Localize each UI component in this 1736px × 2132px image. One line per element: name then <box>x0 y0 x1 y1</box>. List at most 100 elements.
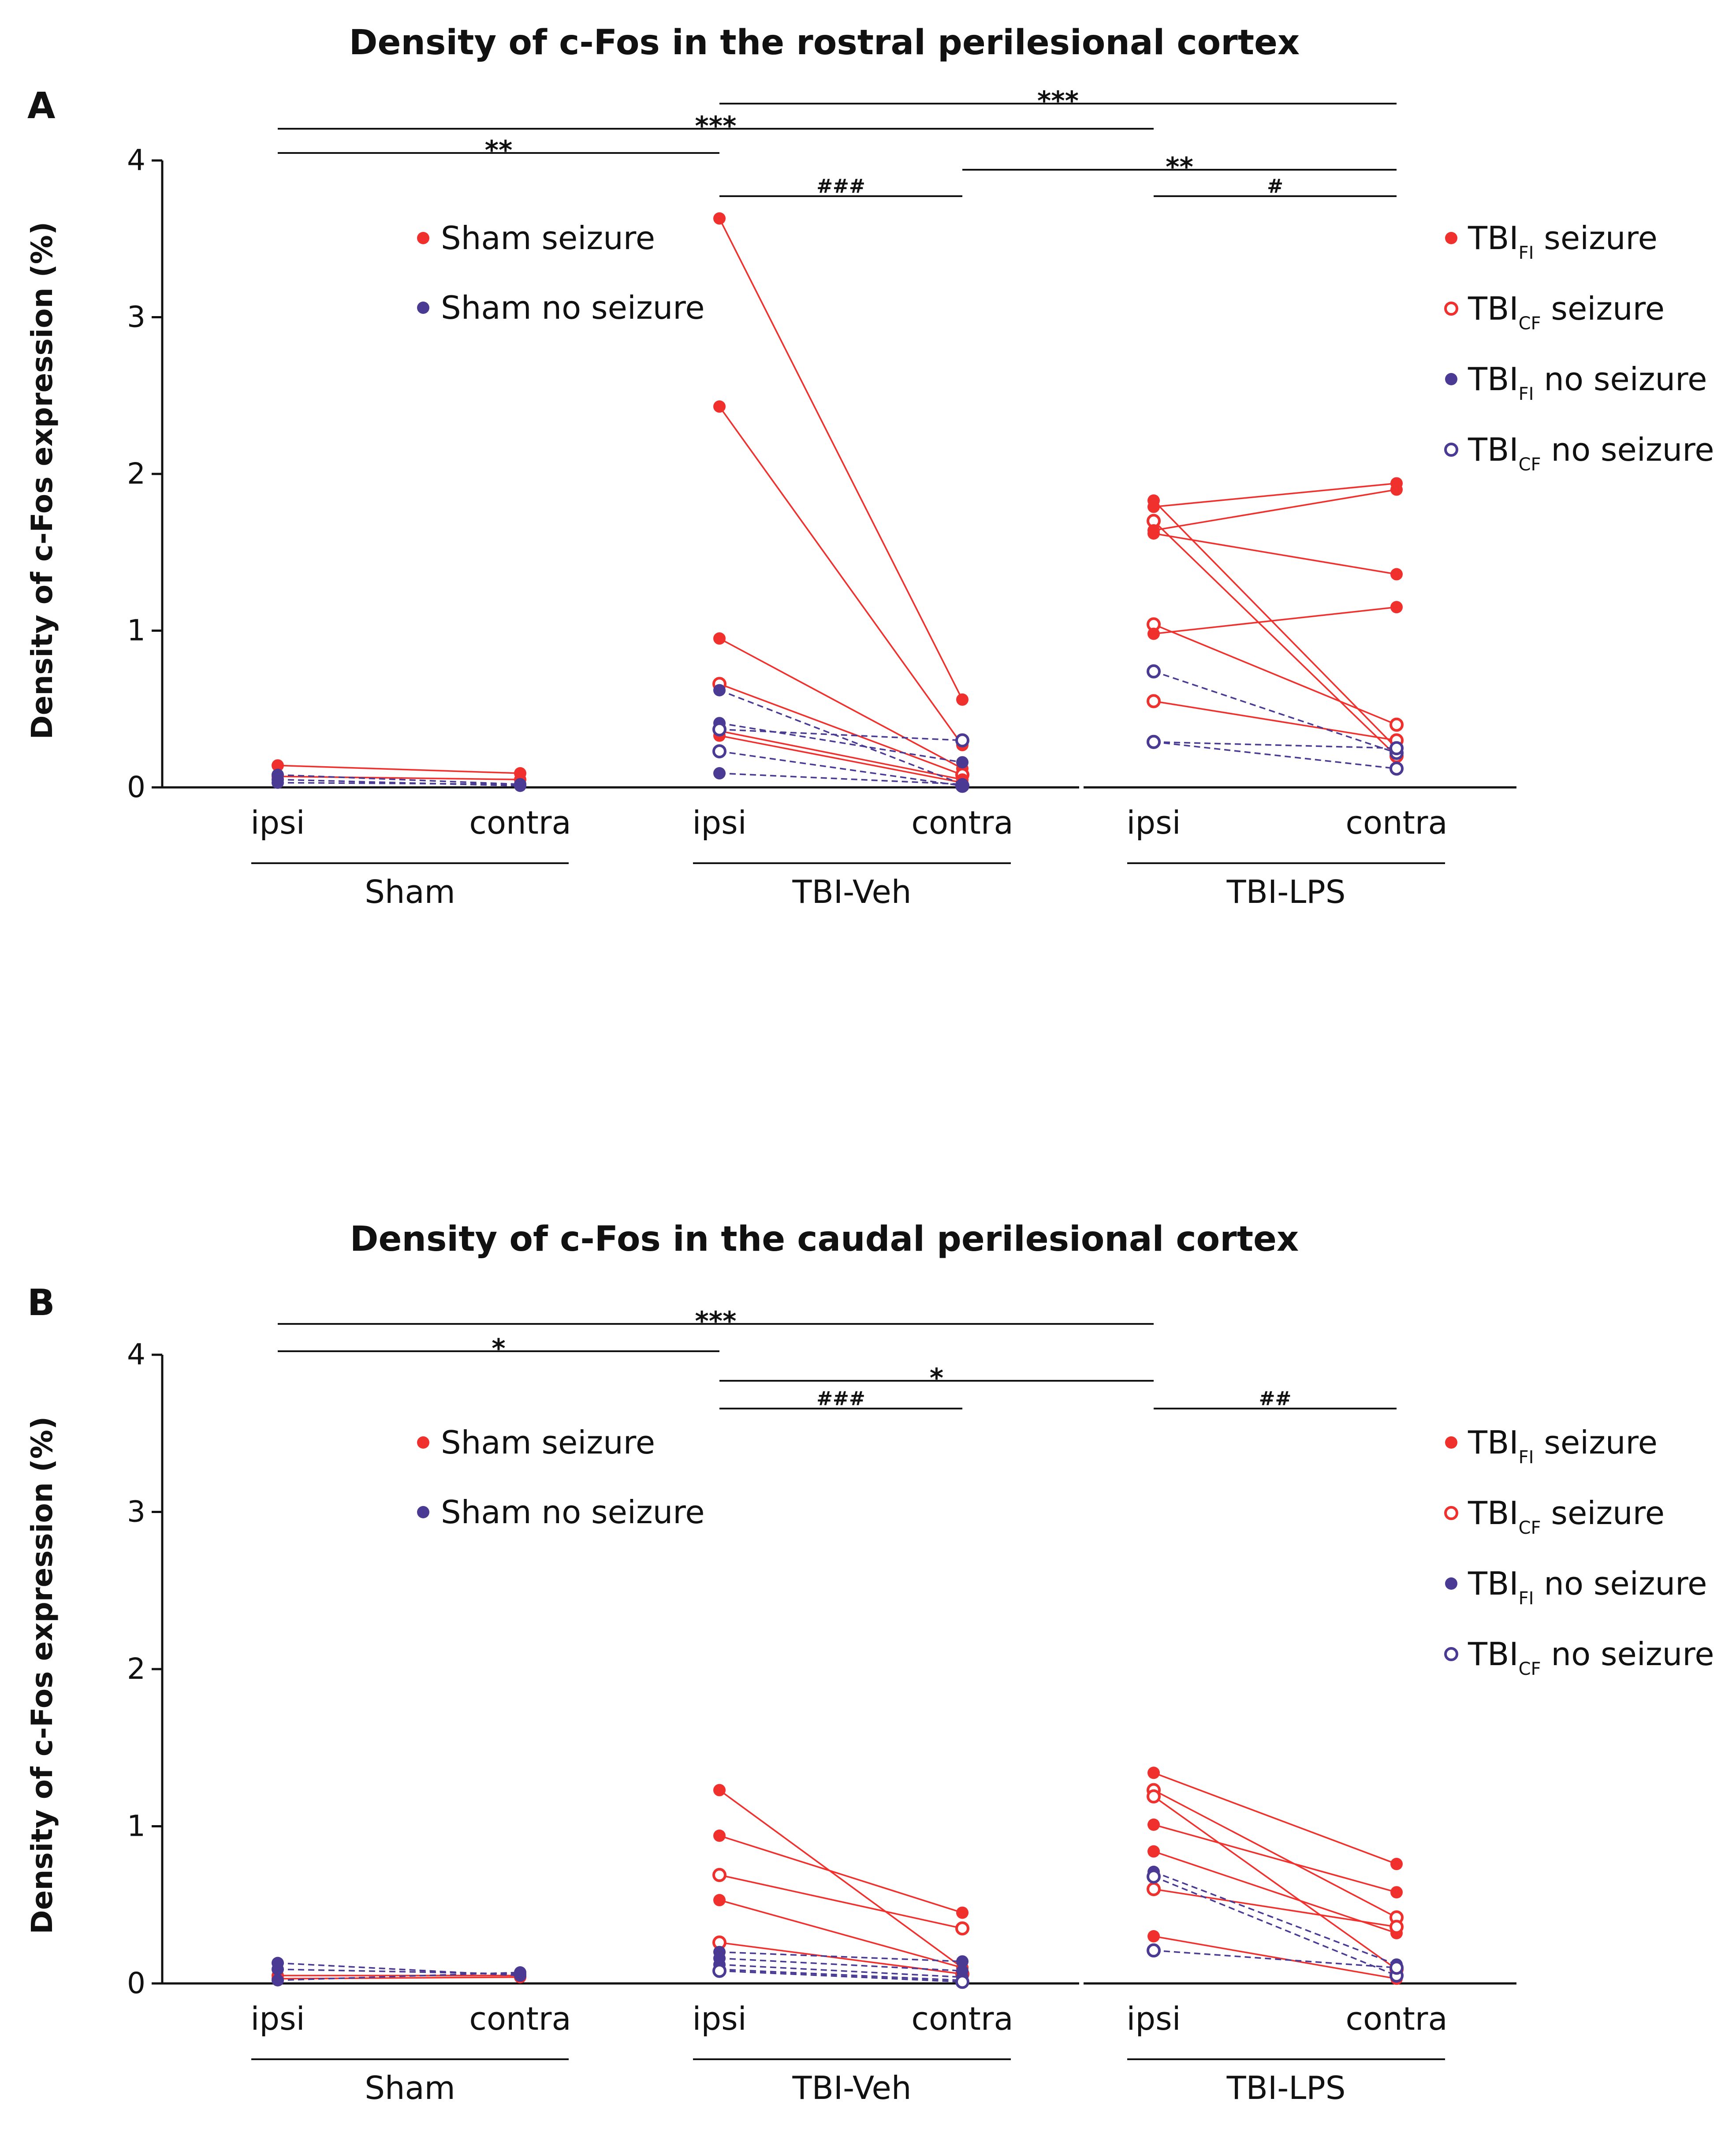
panel-a-series-line <box>719 218 963 700</box>
panel-b-series-line <box>1153 1796 1397 1970</box>
panel-b-data-point <box>1147 1943 1161 1958</box>
panel-b-series-line <box>1153 1875 1397 1976</box>
panel-a-group-label: Sham <box>365 873 455 910</box>
panel-a-plot: 0 1 2 3 4 ipsi contra Sham ipsi contra TBI-Veh ipsi… <box>127 86 1714 910</box>
panel-a-legend-label: TBIFI no seizure <box>1468 361 1707 404</box>
panel-a-data-point <box>272 759 284 772</box>
panel-a-series-line <box>719 734 963 784</box>
panel-b-series-line <box>277 1976 521 1980</box>
panel-a-data-point <box>1147 500 1160 513</box>
panel-a-data-point <box>1147 664 1161 678</box>
panel-a-series-line <box>1153 623 1397 726</box>
panel-b-legend-label: TBICF seizure <box>1468 1495 1665 1538</box>
panel-a-sig-label: ** <box>485 135 513 166</box>
panel-a-data-point <box>713 767 726 780</box>
panel-b-series-line <box>719 1789 963 1968</box>
panel-a-sig-label: # <box>1267 175 1283 198</box>
panel-a-series-line <box>1153 606 1397 635</box>
panel-b-series-line <box>719 1970 963 1983</box>
panel-a-sig-label: *** <box>695 111 736 142</box>
panel-a-data-point <box>1147 627 1160 640</box>
panel-a-group-label: TBI-LPS <box>1226 873 1346 910</box>
panel-b-series-line <box>277 1972 521 1981</box>
panel-b-data-point <box>955 1921 969 1936</box>
panel-a-legend-marker <box>417 232 429 244</box>
panel-b-group-label: TBI-Veh <box>792 2069 912 2106</box>
panel-b-data-point <box>1147 1818 1160 1831</box>
panel-b-group-label: TBI-LPS <box>1226 2069 1346 2106</box>
panel-b-sig-label: * <box>930 1363 943 1394</box>
panel-b-series-line <box>719 1899 963 1969</box>
panel-b-xtick-label-ipsi: ipsi <box>1126 2000 1181 2037</box>
panel-b-series-line <box>1153 1789 1397 1918</box>
panel-a-series-line <box>719 406 963 746</box>
panel-b-ytick-label: 2 <box>127 1652 145 1686</box>
panel-a-data-point <box>713 632 726 645</box>
panel-a-legend-label: Sham no seizure <box>441 289 705 326</box>
panel-b-data-point <box>1147 1930 1160 1943</box>
panel-a-series-line <box>1153 488 1397 531</box>
panel-b-sig-label: ## <box>1259 1387 1292 1410</box>
panel-b-data-point <box>712 1964 726 1978</box>
panel-a-xtick-label-ipsi: ipsi <box>250 804 305 841</box>
panel-a-series-line <box>277 775 521 780</box>
panel-a-xtick-label-contra: contra <box>469 804 571 841</box>
panel-a-legend-marker <box>1444 443 1458 457</box>
panel-b-data-point <box>1147 1789 1161 1804</box>
panel-b-data-point <box>1147 1869 1161 1884</box>
panel-a-data-point <box>272 776 284 789</box>
panel-a-data-point <box>956 756 969 769</box>
panel-a-sig-label: ** <box>1166 152 1193 183</box>
panel-b-data-point <box>955 1975 969 1989</box>
panel-a-series-line <box>1153 482 1397 508</box>
panel-a-xtick-label-contra: contra <box>1345 804 1447 841</box>
panel-a-series-line <box>719 683 963 776</box>
panel-b-series-line <box>719 1874 963 1929</box>
panel-b-ytick-label: 1 <box>127 1809 145 1843</box>
panel-a-data-point <box>1147 527 1160 540</box>
panel-b-plot: 0 1 2 3 4 ipsi contra Sham ipsi contra TBI-Veh ipsi… <box>127 1306 1714 2106</box>
panel-a-legend-label: Sham seizure <box>441 220 655 257</box>
panel-a-ytick-label: 4 <box>127 143 145 177</box>
panel-b-xtick-label-ipsi: ipsi <box>692 2000 746 2037</box>
panel-a-data-point <box>1147 734 1161 749</box>
panel-a-xtick-label-ipsi: ipsi <box>692 804 746 841</box>
panel-a-data-point <box>1390 483 1403 496</box>
panel-b-legend-marker <box>417 1436 429 1449</box>
panel-b-data-point <box>713 1784 726 1797</box>
panel-a-sig-label: *** <box>1037 86 1079 116</box>
panel-a-ytick-label: 0 <box>127 770 145 804</box>
panel-a-xtick-label-ipsi: ipsi <box>1126 804 1181 841</box>
panel-b-data-point <box>1147 1882 1161 1897</box>
panel-a-series-line <box>719 637 963 769</box>
panel-b-ytick-label: 3 <box>127 1495 145 1529</box>
panel-b-series-line <box>1153 1871 1397 1965</box>
panel-b-xtick-label-contra: contra <box>1345 2000 1447 2037</box>
panel-b-legend-marker <box>1445 1577 1457 1590</box>
panel-b-data-point <box>1390 1886 1403 1899</box>
panel-a-data-point <box>1390 717 1404 732</box>
panel-b-legend-marker <box>1445 1436 1457 1449</box>
panel-a-series-line <box>1153 671 1397 754</box>
panel-a-letter: A <box>27 85 56 127</box>
panel-a-series-line <box>1153 741 1397 749</box>
panel-b-data-point <box>272 1963 284 1975</box>
panel-b-legend-marker <box>1444 1647 1458 1661</box>
panel-a-sig-label: ### <box>816 175 865 198</box>
panel-a-data-point <box>955 733 969 748</box>
panel-a-series-line <box>1153 700 1397 742</box>
panel-b-data-point <box>956 1906 969 1919</box>
panel-b-ylabel: Density of c-Fos expression (%) <box>25 1416 59 1934</box>
panel-b-legend-label: TBIFI seizure <box>1468 1424 1658 1468</box>
panel-b-series-line <box>1153 1935 1397 1980</box>
panel-b-sig-label: * <box>492 1333 505 1364</box>
panel-b-sig-label: ### <box>816 1387 865 1410</box>
panel-a-ytick-label: 3 <box>127 300 145 334</box>
panel-a-series-line <box>719 730 963 780</box>
panel-b-data-point <box>1147 1845 1160 1858</box>
panel-b-xtick-label-contra: contra <box>469 2000 571 2037</box>
panel-b-sig-label: *** <box>695 1306 736 1337</box>
panel-a-series-line <box>1153 500 1397 749</box>
panel-b-series-line <box>719 1942 963 1975</box>
panel-b-legend-label: Sham seizure <box>441 1424 655 1461</box>
